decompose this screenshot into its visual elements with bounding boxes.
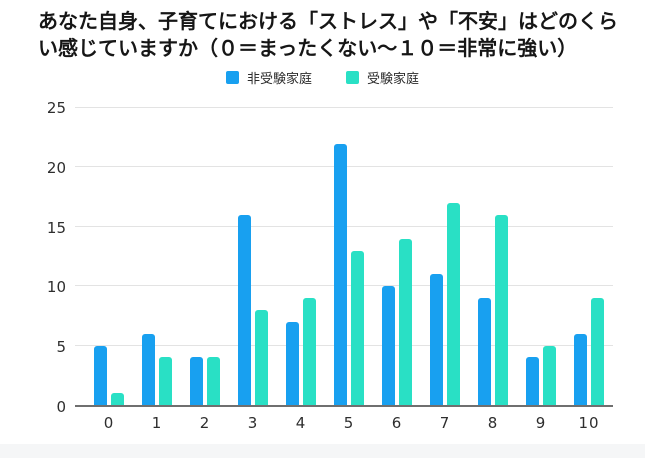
y-tick-label: 5 [56,338,66,357]
bar-group-3 [229,108,277,405]
bar-group-10 [565,108,613,405]
bar-juken-x1[interactable] [159,357,172,405]
bar-group-0 [85,108,133,405]
y-tick-label: 15 [46,218,66,237]
x-tick-label: 8 [487,414,499,432]
x-tick-label: 3 [247,414,259,432]
x-tick-label: 10 [578,414,600,432]
bar-juken-x3[interactable] [255,309,268,405]
bar-juken-x6[interactable] [399,238,412,405]
bar-hijuken-x5[interactable] [334,143,347,405]
bar-group-5 [325,108,373,405]
bar-group-8 [469,108,517,405]
chart-title: あなた自身、子育てにおける「ストレス」や「不安」はどのくらい感じていますか（０＝… [38,9,618,60]
bar-juken-x2[interactable] [207,357,220,405]
x-tick-label: 7 [439,414,451,432]
bar-juken-x4[interactable] [303,298,316,405]
x-tick-label: 6 [391,414,403,432]
bar-juken-x5[interactable] [351,250,364,405]
bar-hijuken-x8[interactable] [478,298,491,405]
bar-hijuken-x2[interactable] [190,357,203,405]
bar-hijuken-x7[interactable] [430,274,443,405]
bar-juken-x9[interactable] [543,345,556,405]
y-tick-label: 25 [46,99,66,117]
x-tick-label: 4 [295,414,307,432]
y-axis-labels: 0 5 10 15 20 25 [28,99,66,416]
bar-juken-x0[interactable] [111,393,124,405]
bar-juken-x7[interactable] [447,203,460,405]
bar-hijuken-x10[interactable] [574,333,587,405]
bar-hijuken-x6[interactable] [382,286,395,405]
bar-juken-x10[interactable] [591,298,604,405]
legend-item-1[interactable]: 受験家庭 [346,68,419,87]
x-tick-label: 9 [535,414,547,432]
bar-group-1 [133,108,181,405]
bar-hijuken-x9[interactable] [526,357,539,405]
bar-group-9 [517,108,565,405]
bar-hijuken-x1[interactable] [142,333,155,405]
bar-group-4 [277,108,325,405]
legend-item-0[interactable]: 非受験家庭 [225,68,312,87]
chart-legend: 非受験家庭 受験家庭 [0,68,645,87]
x-tick-label: 2 [199,414,211,432]
bar-hijuken-x0[interactable] [94,345,107,405]
bars-container [75,108,613,405]
gridline [75,107,613,108]
y-tick-label: 20 [46,158,66,177]
legend-swatch-icon [346,71,359,84]
bar-group-2 [181,108,229,405]
x-tick-label: 0 [103,414,115,432]
legend-swatch-icon [225,71,239,84]
legend-label: 受験家庭 [367,72,420,87]
bar-hijuken-x3[interactable] [238,214,251,405]
bar-group-6 [373,108,421,405]
legend-label: 非受験家庭 [246,72,312,87]
bar-hijuken-x4[interactable] [286,321,299,405]
bar-group-7 [421,108,469,405]
bar-juken-x8[interactable] [495,214,508,405]
footer-band [0,444,645,458]
y-tick-label: 0 [56,398,66,416]
x-axis-labels: 0 1 2 3 4 5 6 7 8 9 10 [75,414,613,432]
x-tick-label: 5 [343,414,355,432]
x-tick-label: 1 [151,414,163,432]
plot-area [75,107,613,407]
y-tick-label: 10 [46,278,66,297]
